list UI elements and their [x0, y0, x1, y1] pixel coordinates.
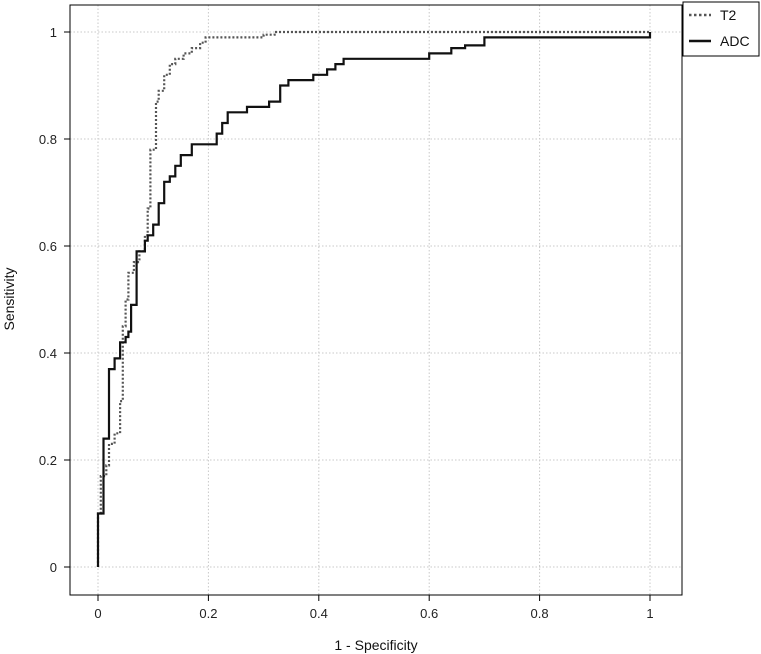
- x-axis-ticks: 0 0.2 0.4 0.6 0.8 1: [94, 595, 654, 621]
- legend-box: [682, 1, 760, 57]
- y-tick-label: 0.2: [39, 453, 57, 468]
- y-tick-label: 1: [50, 25, 57, 40]
- y-tick-label: 0: [50, 560, 57, 575]
- y-tick-label: 0.8: [39, 132, 57, 147]
- x-tick-label: 0.6: [420, 606, 438, 621]
- y-axis-title: Sensitivity: [1, 267, 17, 330]
- y-tick-label: 0.6: [39, 239, 57, 254]
- legend: T2 ADC: [682, 1, 760, 57]
- y-axis-ticks: 0 0.2 0.4 0.6 0.8 1: [39, 25, 70, 575]
- x-tick-label: 1: [646, 606, 653, 621]
- grid-lines: [70, 5, 682, 595]
- x-axis-title: 1 - Specificity: [334, 637, 417, 653]
- x-tick-label: 0: [94, 606, 101, 621]
- legend-label-adc: ADC: [720, 33, 750, 49]
- series-line-t2: [96, 30, 650, 567]
- x-tick-label: 0.4: [310, 606, 328, 621]
- x-tick-label: 0.8: [531, 606, 549, 621]
- series-group: [96, 30, 652, 567]
- plot-frame: [69, 4, 683, 596]
- y-tick-label: 0.4: [39, 346, 57, 361]
- series-line-adc: [96, 32, 652, 567]
- legend-label-t2: T2: [720, 7, 737, 23]
- x-tick-label: 0.2: [199, 606, 217, 621]
